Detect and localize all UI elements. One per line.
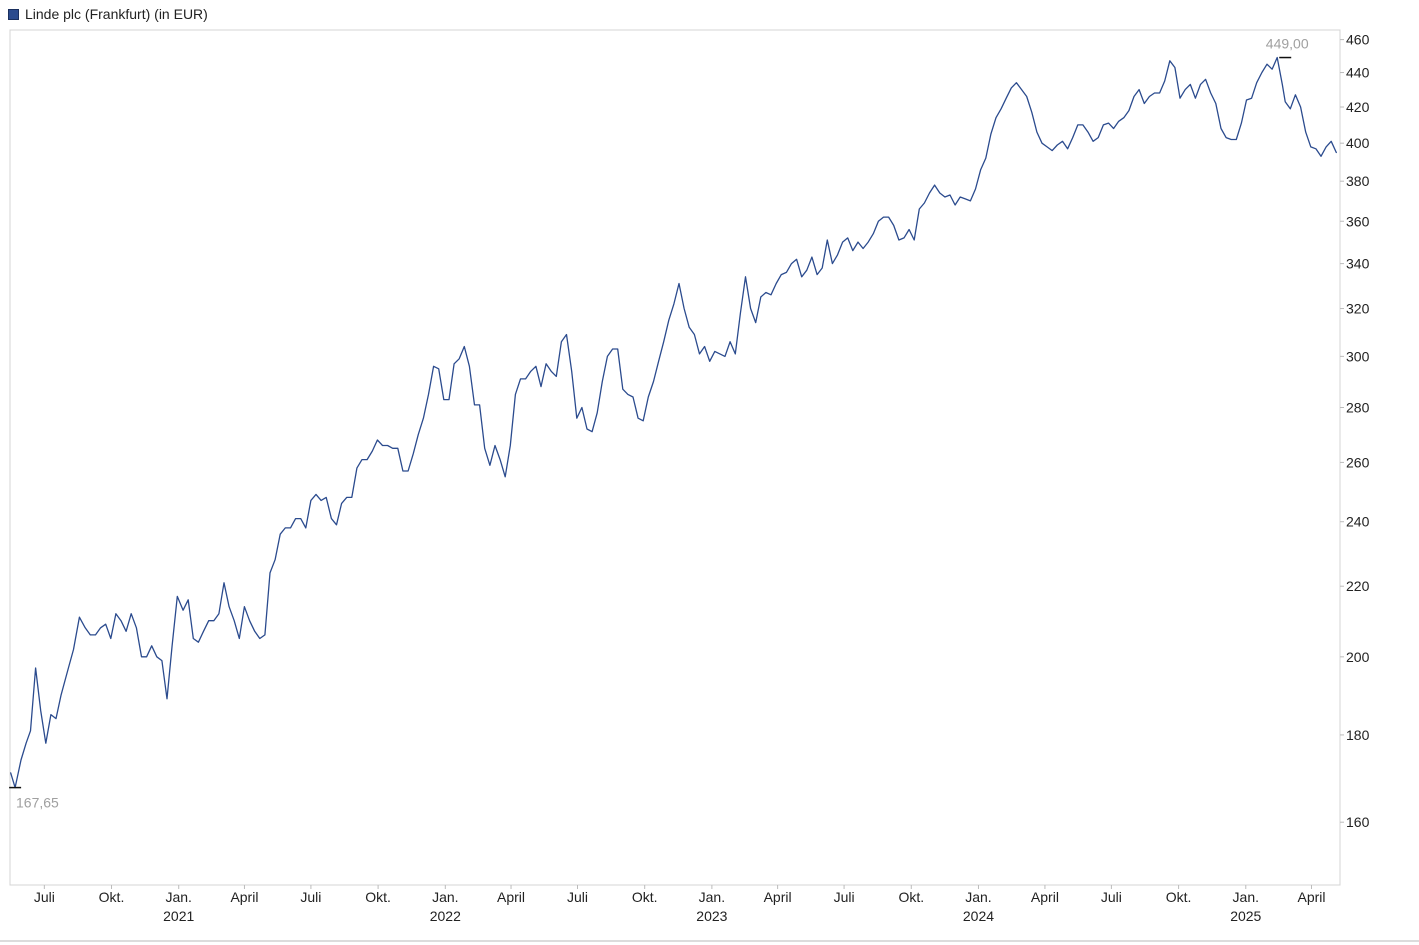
y-tick-label: 340 bbox=[1346, 256, 1370, 272]
x-tick-label: April bbox=[764, 889, 792, 905]
x-tick-label: Juli bbox=[1101, 889, 1122, 905]
x-axis: Juli Okt. Jan. April Juli Okt. Jan. April Juli Ok… bbox=[34, 885, 1326, 924]
y-tick-label: 160 bbox=[1346, 814, 1370, 830]
x-year-label: 2022 bbox=[430, 908, 461, 924]
x-tick-label: Juli bbox=[34, 889, 55, 905]
x-tick-label: Jan. bbox=[965, 889, 991, 905]
min-value-label: 167,65 bbox=[16, 795, 59, 811]
x-tick-label: Okt. bbox=[365, 889, 391, 905]
x-year-label: 2023 bbox=[696, 908, 727, 924]
x-tick-label: April bbox=[230, 889, 258, 905]
legend-swatch bbox=[8, 8, 19, 20]
y-tick-label: 240 bbox=[1346, 514, 1370, 530]
y-tick-label: 360 bbox=[1346, 213, 1370, 229]
y-tick-label: 400 bbox=[1346, 135, 1370, 151]
x-tick-label: Juli bbox=[834, 889, 855, 905]
plot-frame bbox=[9, 29, 1341, 886]
y-tick-label: 420 bbox=[1346, 99, 1370, 115]
max-value-label: 449,00 bbox=[1266, 36, 1309, 52]
y-tick-label: 440 bbox=[1346, 65, 1370, 81]
series-layer bbox=[10, 56, 1337, 789]
x-year-label: 2024 bbox=[963, 908, 994, 924]
x-tick-label: Juli bbox=[567, 889, 588, 905]
annotation-layer: 167,65 449,00 bbox=[9, 36, 1309, 811]
x-tick-label: Jan. bbox=[432, 889, 458, 905]
x-tick-label: Okt. bbox=[1166, 889, 1192, 905]
x-tick-label: April bbox=[1298, 889, 1326, 905]
x-tick-label: April bbox=[497, 889, 525, 905]
price-line bbox=[10, 56, 1337, 789]
x-year-label: 2021 bbox=[163, 908, 194, 924]
y-axis: 160 180 200 220 240 260 280 300 320 340 360 380 400 4… bbox=[1340, 32, 1370, 830]
legend-label: Linde plc (Frankfurt) (in EUR) bbox=[25, 6, 208, 22]
y-tick-label: 300 bbox=[1346, 348, 1370, 364]
y-tick-label: 380 bbox=[1346, 173, 1370, 189]
y-tick-label: 280 bbox=[1346, 399, 1370, 415]
x-year-label: 2025 bbox=[1230, 908, 1261, 924]
x-tick-label: Jan. bbox=[699, 889, 725, 905]
chart-legend: Linde plc (Frankfurt) (in EUR) bbox=[8, 5, 208, 23]
x-tick-label: Juli bbox=[300, 889, 321, 905]
x-tick-label: Okt. bbox=[898, 889, 924, 905]
x-tick-label: Jan. bbox=[165, 889, 191, 905]
y-tick-label: 320 bbox=[1346, 301, 1370, 317]
y-tick-label: 460 bbox=[1346, 32, 1370, 48]
x-tick-label: Okt. bbox=[632, 889, 658, 905]
x-tick-label: Jan. bbox=[1233, 889, 1259, 905]
y-tick-label: 180 bbox=[1346, 727, 1370, 743]
y-tick-label: 260 bbox=[1346, 454, 1370, 470]
x-tick-label: Okt. bbox=[99, 889, 125, 905]
y-tick-label: 220 bbox=[1346, 578, 1370, 594]
y-tick-label: 200 bbox=[1346, 649, 1370, 665]
x-tick-label: April bbox=[1031, 889, 1059, 905]
